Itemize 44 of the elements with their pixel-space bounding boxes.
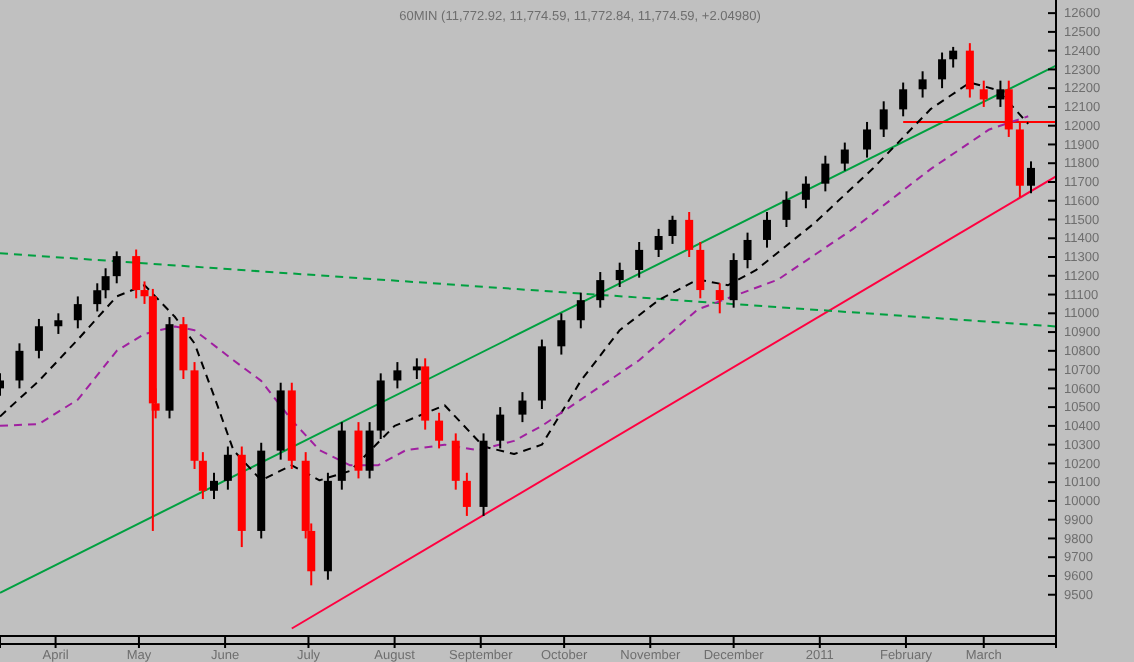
candlestick [743, 231, 752, 270]
candlestick [209, 471, 218, 501]
candlestick [576, 291, 585, 330]
candlestick [132, 248, 141, 300]
candlestick [15, 342, 24, 390]
candlestick [393, 361, 402, 390]
candlestick [668, 214, 677, 245]
candlestick [979, 79, 988, 108]
candlestick [354, 421, 363, 480]
candlestick [685, 211, 694, 259]
candlestick [949, 45, 958, 69]
candlestick [496, 406, 505, 450]
candlestick [696, 241, 705, 300]
candlestick [715, 282, 724, 315]
candlestick [112, 250, 121, 285]
candlestick [435, 411, 444, 450]
candlestick [451, 432, 460, 491]
candlestick [93, 282, 102, 313]
candlestick [821, 154, 830, 193]
candlestick [840, 141, 849, 172]
candlestick [654, 227, 663, 259]
candlestick [918, 70, 927, 99]
candlestick [518, 391, 527, 424]
candlestick [801, 175, 810, 210]
candlestick [635, 241, 644, 279]
candlestick [965, 42, 974, 99]
candlestick [899, 81, 908, 118]
candlestick [412, 357, 421, 380]
candlestick [863, 120, 872, 159]
candlestick [879, 100, 888, 138]
candlestick [101, 267, 110, 300]
candlestick [729, 252, 738, 309]
candlestick [54, 312, 63, 335]
candlestick [179, 316, 188, 380]
candlestick [73, 295, 82, 330]
candlestick [615, 261, 624, 289]
candlestick [938, 51, 947, 90]
candlestick [34, 317, 43, 360]
candlestick [1026, 160, 1035, 195]
candlestick [782, 190, 791, 229]
candlestick [557, 312, 566, 356]
candlestick [762, 211, 771, 249]
candlestick [462, 471, 471, 517]
candlestick [596, 271, 605, 309]
